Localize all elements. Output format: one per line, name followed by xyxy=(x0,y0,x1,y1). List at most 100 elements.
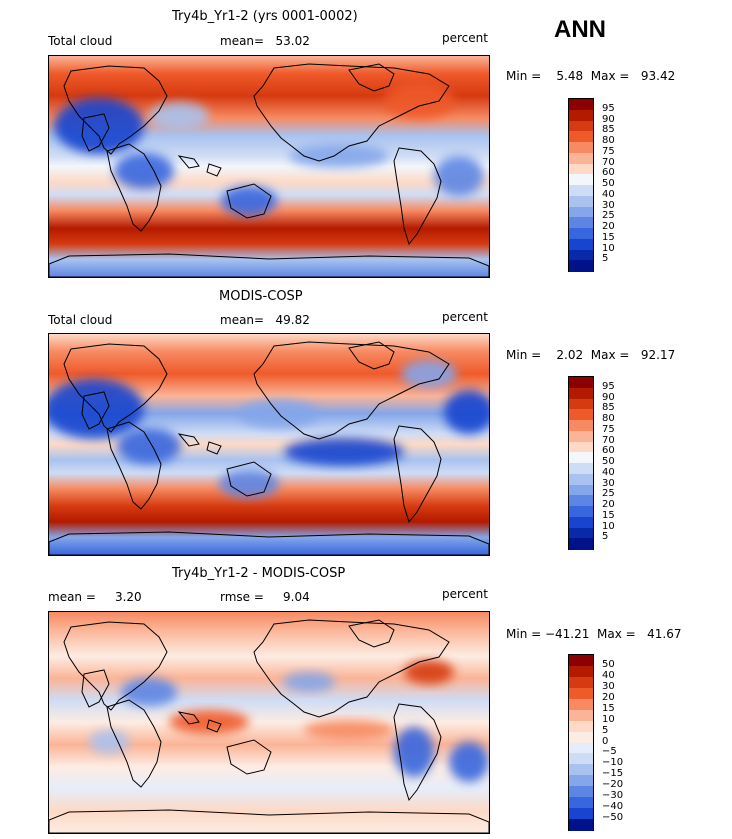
colorbar-swatch xyxy=(569,506,593,518)
panel3-mean-label: mean = 3.20 xyxy=(48,590,142,604)
colorbar-tick-label: −30 xyxy=(602,790,624,802)
coastline xyxy=(106,143,162,232)
panel2-colorbar xyxy=(568,376,594,550)
colorbar-swatch xyxy=(569,152,593,164)
cloud-anomaly-region xyxy=(117,428,181,464)
colorbar-tick-label: 20 xyxy=(602,221,615,232)
colorbar-tick-label: 20 xyxy=(602,499,615,510)
colorbar-swatch xyxy=(569,676,593,689)
cloud-anomaly-region xyxy=(283,672,335,692)
colorbar-tick-label: 95 xyxy=(602,102,615,114)
colorbar-swatch xyxy=(569,808,593,820)
colorbar-tick-label: 80 xyxy=(602,413,615,424)
colorbar-tick-label: 15 xyxy=(602,231,615,243)
colorbar-swatch xyxy=(569,687,593,700)
coastline xyxy=(49,531,489,555)
cloud-anomaly-region xyxy=(444,390,489,434)
cloud-anomaly-region xyxy=(384,83,454,119)
colorbar-swatch xyxy=(569,409,593,421)
panel2-mean-label: mean= 49.82 xyxy=(220,313,310,327)
colorbar-tick-label: 40 xyxy=(602,188,615,200)
panel2-range-text: Min = 2.02 Max = 92.17 xyxy=(506,348,676,362)
colorbar-tick-label: 10 xyxy=(602,520,615,532)
panel3-range-text: Min = −41.21 Max = 41.67 xyxy=(506,627,682,641)
season-label: ANN xyxy=(554,16,606,43)
colorbar-tick-label: 70 xyxy=(602,156,615,168)
colorbar-swatch xyxy=(569,473,593,485)
panel2-title: MODIS-COSP xyxy=(219,289,303,304)
panel3-rmse-label: rmse = 9.04 xyxy=(220,590,310,604)
colorbar-swatch xyxy=(569,665,593,678)
coastline xyxy=(226,739,272,775)
colorbar-swatch xyxy=(569,377,593,389)
colorbar-tick-label: 15 xyxy=(602,509,615,521)
panel3-colorbar xyxy=(568,654,594,831)
colorbar-swatch xyxy=(569,174,593,186)
colorbar-swatch xyxy=(569,764,593,776)
cloud-anomaly-region xyxy=(304,720,394,740)
colorbar-swatch xyxy=(569,742,593,754)
colorbar-swatch xyxy=(569,527,593,539)
colorbar-swatch xyxy=(569,185,593,197)
panel1-colorbar xyxy=(568,98,594,272)
colorbar-swatch xyxy=(569,249,593,261)
colorbar-swatch xyxy=(569,786,593,798)
panel1-mean-label: mean= 53.02 xyxy=(220,34,310,48)
colorbar-tick-label: −15 xyxy=(602,768,624,780)
colorbar-swatch xyxy=(569,463,593,475)
coastline xyxy=(348,619,395,648)
colorbar-swatch xyxy=(569,195,593,207)
coastline xyxy=(206,441,222,455)
coastline xyxy=(253,619,450,718)
colorbar-tick-label: 50 xyxy=(602,456,615,467)
colorbar-swatch xyxy=(569,731,593,743)
colorbar-tick-label: 85 xyxy=(602,402,615,414)
colorbar-tick-label: 50 xyxy=(602,658,615,670)
colorbar-swatch xyxy=(569,142,593,154)
colorbar-tick-label: −5 xyxy=(602,746,617,758)
coastline xyxy=(253,341,450,440)
colorbar-swatch xyxy=(569,495,593,507)
colorbar-swatch xyxy=(569,206,593,218)
colorbar-tick-label: 10 xyxy=(602,713,615,725)
colorbar-tick-label: 30 xyxy=(602,680,615,692)
panel1-units-label: percent xyxy=(442,31,488,45)
panel3-title: Try4b_Yr1-2 - MODIS-COSP xyxy=(172,566,346,581)
cloud-anomaly-region xyxy=(221,186,277,216)
coastline xyxy=(81,669,110,708)
coastline xyxy=(63,65,168,155)
colorbar-tick-label: 80 xyxy=(602,135,615,146)
coastline xyxy=(106,699,162,788)
map-canvas xyxy=(49,612,489,833)
colorbar-swatch xyxy=(569,398,593,410)
colorbar-tick-label: 90 xyxy=(602,113,615,125)
coastline xyxy=(177,433,200,447)
colorbar-swatch xyxy=(569,99,593,111)
coastline xyxy=(393,147,442,246)
colorbar-swatch xyxy=(569,420,593,432)
panel2-map xyxy=(48,333,490,556)
panel1-range-text: Min = 5.48 Max = 93.42 xyxy=(506,69,676,83)
coastline xyxy=(348,341,395,370)
colorbar-swatch xyxy=(569,109,593,121)
colorbar-swatch xyxy=(569,260,593,272)
colorbar-swatch xyxy=(569,387,593,399)
coastline xyxy=(177,155,200,169)
colorbar-tick-label: 90 xyxy=(602,391,615,403)
coastline xyxy=(206,719,222,733)
coastline xyxy=(106,421,162,510)
colorbar-tick-label: 15 xyxy=(602,702,615,714)
cloud-anomaly-region xyxy=(401,360,457,388)
colorbar-tick-label: 50 xyxy=(602,178,615,189)
cloud-anomaly-region xyxy=(114,153,174,189)
panel2-units-label: percent xyxy=(442,310,488,324)
colorbar-tick-label: −50 xyxy=(602,812,624,824)
cloud-anomaly-region xyxy=(49,379,144,439)
colorbar-swatch xyxy=(569,484,593,496)
cloud-anomaly-region xyxy=(289,144,389,168)
colorbar-tick-label: 5 xyxy=(602,531,609,543)
colorbar-tick-label: 25 xyxy=(602,488,615,500)
colorbar-tick-label: −10 xyxy=(602,757,624,769)
colorbar-tick-label: 5 xyxy=(602,724,609,736)
colorbar-tick-label: 25 xyxy=(602,210,615,222)
